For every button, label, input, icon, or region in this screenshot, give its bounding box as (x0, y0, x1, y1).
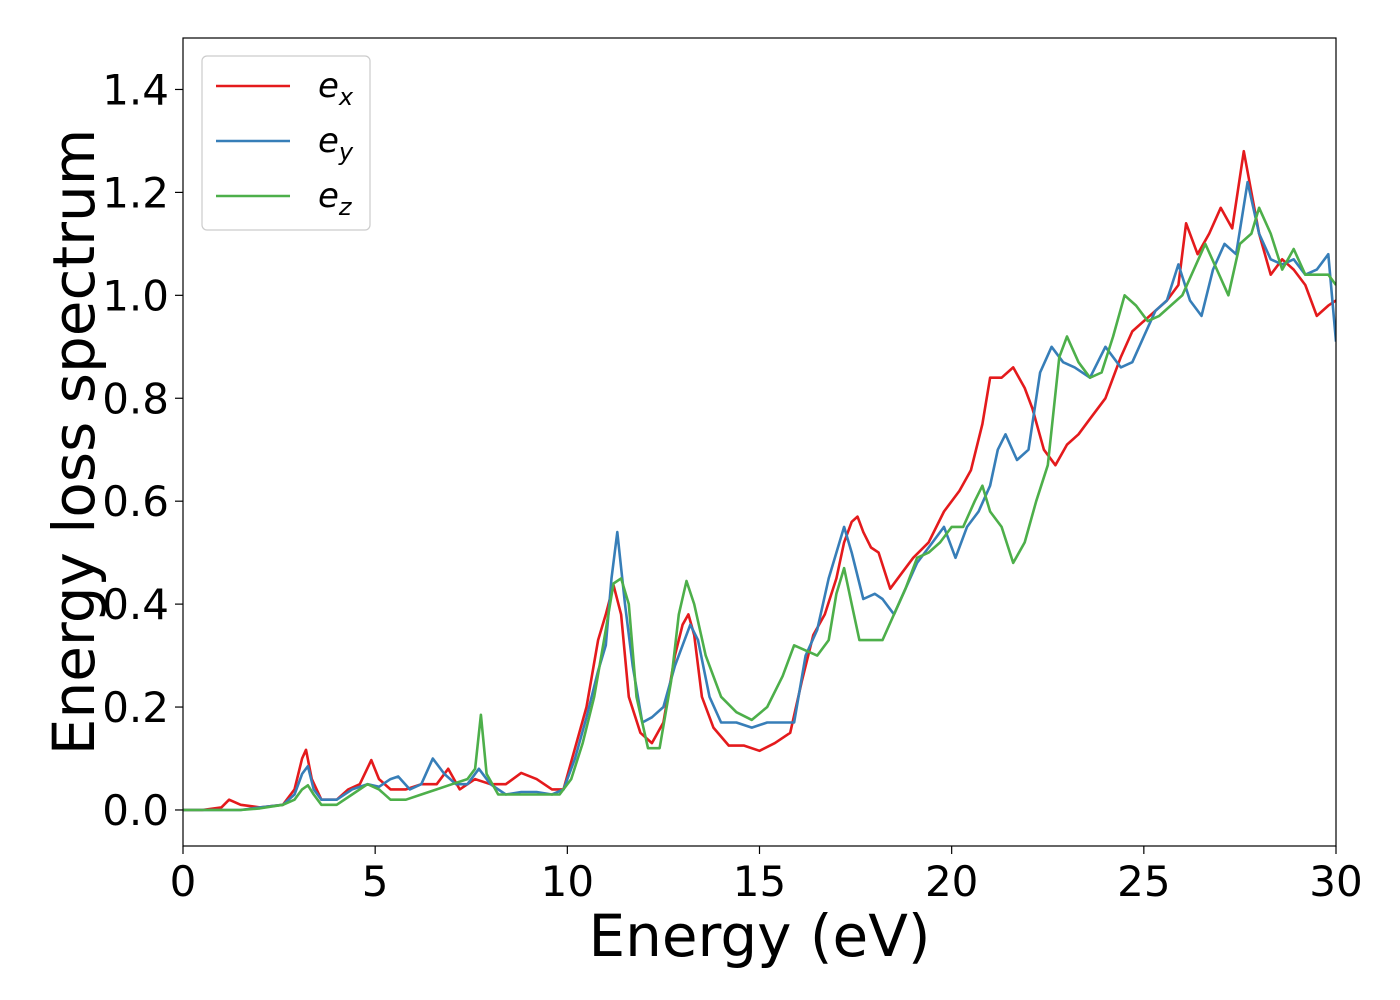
legend-label-x: ex (318, 66, 354, 111)
legend-box (201, 55, 371, 231)
y-axis-label: Energy loss spectrum (40, 129, 108, 755)
y-tick-label: 0.2 (102, 683, 169, 732)
series-line-e-z (183, 206, 1336, 812)
x-tick-label: 25 (1117, 857, 1170, 906)
series-line-e-x (183, 149, 1336, 812)
y-tick-label: 0.0 (102, 786, 169, 835)
series-line-e-y (183, 180, 1336, 812)
ticks-layer: 0 5 10 15 20 25 30 0.0 0.2 0.4 0.6 0.8 1.0 1.2 1.4 (102, 65, 1363, 906)
y-tick-label: 0.6 (102, 477, 169, 526)
series-layer (183, 149, 1336, 812)
y-tick-label: 0.8 (102, 374, 169, 423)
x-tick-label: 10 (541, 857, 594, 906)
y-tick-label: 0.4 (102, 580, 169, 629)
x-tick-label: 5 (362, 857, 389, 906)
x-axis-label: Energy (eV) (588, 902, 930, 970)
y-tick-label: 1.0 (102, 271, 169, 320)
y-tick-label: 1.4 (102, 65, 169, 114)
y-tick-label: 1.2 (102, 168, 169, 217)
x-tick-label: 0 (170, 857, 197, 906)
x-tick-label: 15 (733, 857, 786, 906)
x-tick-label: 20 (925, 857, 978, 906)
x-tick-label: 30 (1309, 857, 1362, 906)
